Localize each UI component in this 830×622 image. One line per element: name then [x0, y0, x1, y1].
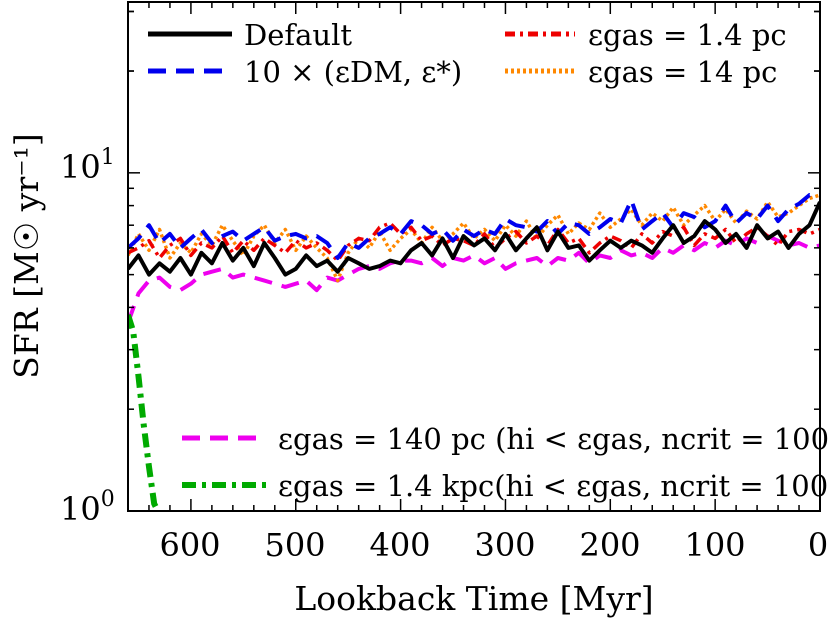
x-tick-label-500: 500	[264, 526, 325, 564]
series-line-soft10	[128, 193, 820, 260]
x-tick-label-300: 300	[474, 526, 535, 564]
series-layer	[128, 193, 820, 511]
x-tick-label-0: 0	[808, 526, 828, 564]
legend-label-eps1p4: εgas = 1.4 pc	[588, 18, 787, 52]
series-line-eps14	[128, 193, 820, 283]
legend-label-soft10: 10 × (εDM, ε*)	[244, 55, 462, 89]
legend-label-eps14: εgas = 14 pc	[588, 55, 777, 89]
series-line-eps1p4	[128, 221, 820, 263]
x-axis-label: Lookback Time [Myr]	[294, 579, 653, 618]
series-line-eps1400	[128, 313, 162, 511]
legend-lower: εgas = 140 pc (hi < εgas, ncrit = 100) ε…	[182, 422, 830, 503]
plot-background	[128, 2, 820, 511]
legend-upper-right: εgas = 1.4 pc εgas = 14 pc	[505, 18, 787, 89]
series-line-eps140	[128, 234, 820, 324]
legend-label-default: Default	[244, 18, 352, 52]
legend-label-eps140: εgas = 140 pc (hi < εgas, ncrit = 100)	[278, 422, 830, 456]
legend-label-eps1400: εgas = 1.4 kpc(hi < εgas, ncrit = 100)	[278, 469, 830, 503]
x-tick-label-200: 200	[579, 526, 640, 564]
x-tick-label-400: 400	[369, 526, 430, 564]
plot-frame	[127, 1, 821, 512]
y-tick-label-0: 100	[60, 487, 115, 528]
y-axis-label: SFR [M☉ yr⁻¹]	[7, 133, 46, 379]
legend-upper-left: Default 10 × (εDM, ε*)	[148, 18, 462, 89]
series-line-default	[128, 201, 820, 277]
x-tick-label-600: 600	[159, 526, 220, 564]
ticks-layer	[127, 2, 821, 512]
y-tick-label-1: 101	[60, 145, 115, 186]
x-tick-label-100: 100	[684, 526, 745, 564]
